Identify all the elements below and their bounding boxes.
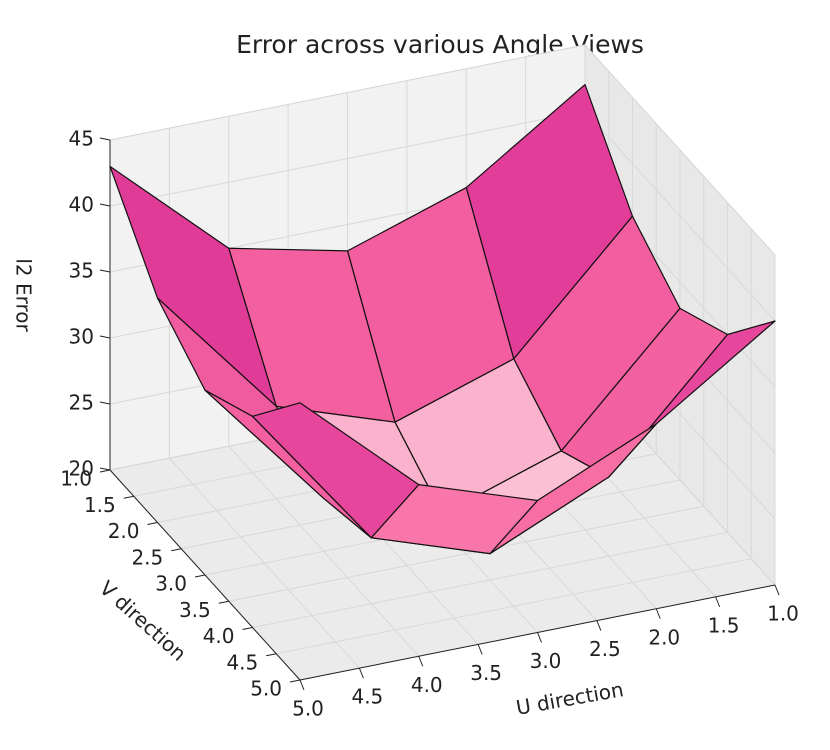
grid-line	[109, 110, 586, 207]
z-tick	[99, 203, 111, 207]
x-tick-label: 3.5	[470, 661, 502, 685]
grid-line	[584, 110, 776, 322]
z-axis-label: l2 Error	[12, 258, 36, 332]
x-tick	[358, 667, 364, 679]
x-tick	[596, 620, 602, 631]
y-tick	[266, 653, 277, 657]
y-tick-label: 3.5	[179, 598, 211, 622]
y-tick-label: 4.5	[226, 650, 258, 674]
x-tick	[477, 644, 483, 655]
z-tick	[99, 269, 111, 273]
z-tick-label: 30	[69, 325, 94, 349]
x-tick	[299, 679, 305, 691]
z-tick-label: 45	[69, 127, 94, 151]
y-tick	[289, 679, 301, 683]
y-tick-label: 1.5	[84, 493, 116, 517]
z-tick-label: 25	[69, 391, 94, 415]
surface-face	[251, 402, 420, 539]
x-tick	[655, 608, 661, 619]
y-tick	[194, 574, 206, 578]
grid-line	[252, 532, 728, 628]
x-tick	[774, 584, 780, 596]
x-tick-label: 4.0	[411, 673, 443, 697]
y-tick	[218, 600, 229, 604]
y-tick	[123, 495, 134, 499]
y-tick-label: 3.0	[155, 572, 187, 596]
x-tick-label: 4.5	[351, 685, 383, 709]
grid-line	[228, 505, 704, 602]
grid-line	[276, 558, 752, 655]
y-tick	[147, 522, 158, 525]
y-tick	[171, 548, 182, 552]
x-tick-label: 2.5	[589, 637, 621, 661]
y-tick-label: 2.0	[108, 519, 140, 543]
grid-line	[584, 44, 776, 256]
x-tick-label: 3.0	[530, 649, 562, 673]
z-tick	[99, 401, 111, 405]
z-tick-label: 35	[69, 259, 94, 283]
x-axis-label: U direction	[514, 677, 625, 720]
x-tick-label: 1.5	[708, 613, 740, 637]
x-tick-label: 5.0	[292, 697, 324, 721]
y-tick-label: 5.0	[250, 677, 282, 701]
y-tick-label: 2.5	[131, 545, 163, 569]
z-tick	[99, 137, 111, 141]
z-tick	[99, 335, 111, 339]
y-tick-label: 4.0	[203, 624, 235, 648]
grid-line	[109, 44, 586, 141]
y-tick	[99, 469, 111, 473]
z-tick-label: 20	[69, 457, 94, 481]
x-tick-label: 1.0	[767, 602, 799, 626]
x-tick	[418, 656, 424, 667]
z-tick-label: 40	[69, 193, 94, 217]
y-tick	[242, 627, 253, 630]
x-tick	[715, 596, 721, 608]
z-tick	[99, 467, 111, 471]
x-tick-label: 2.0	[648, 625, 680, 649]
x-tick	[537, 632, 542, 643]
y-tick-label: 1.0	[60, 467, 92, 491]
